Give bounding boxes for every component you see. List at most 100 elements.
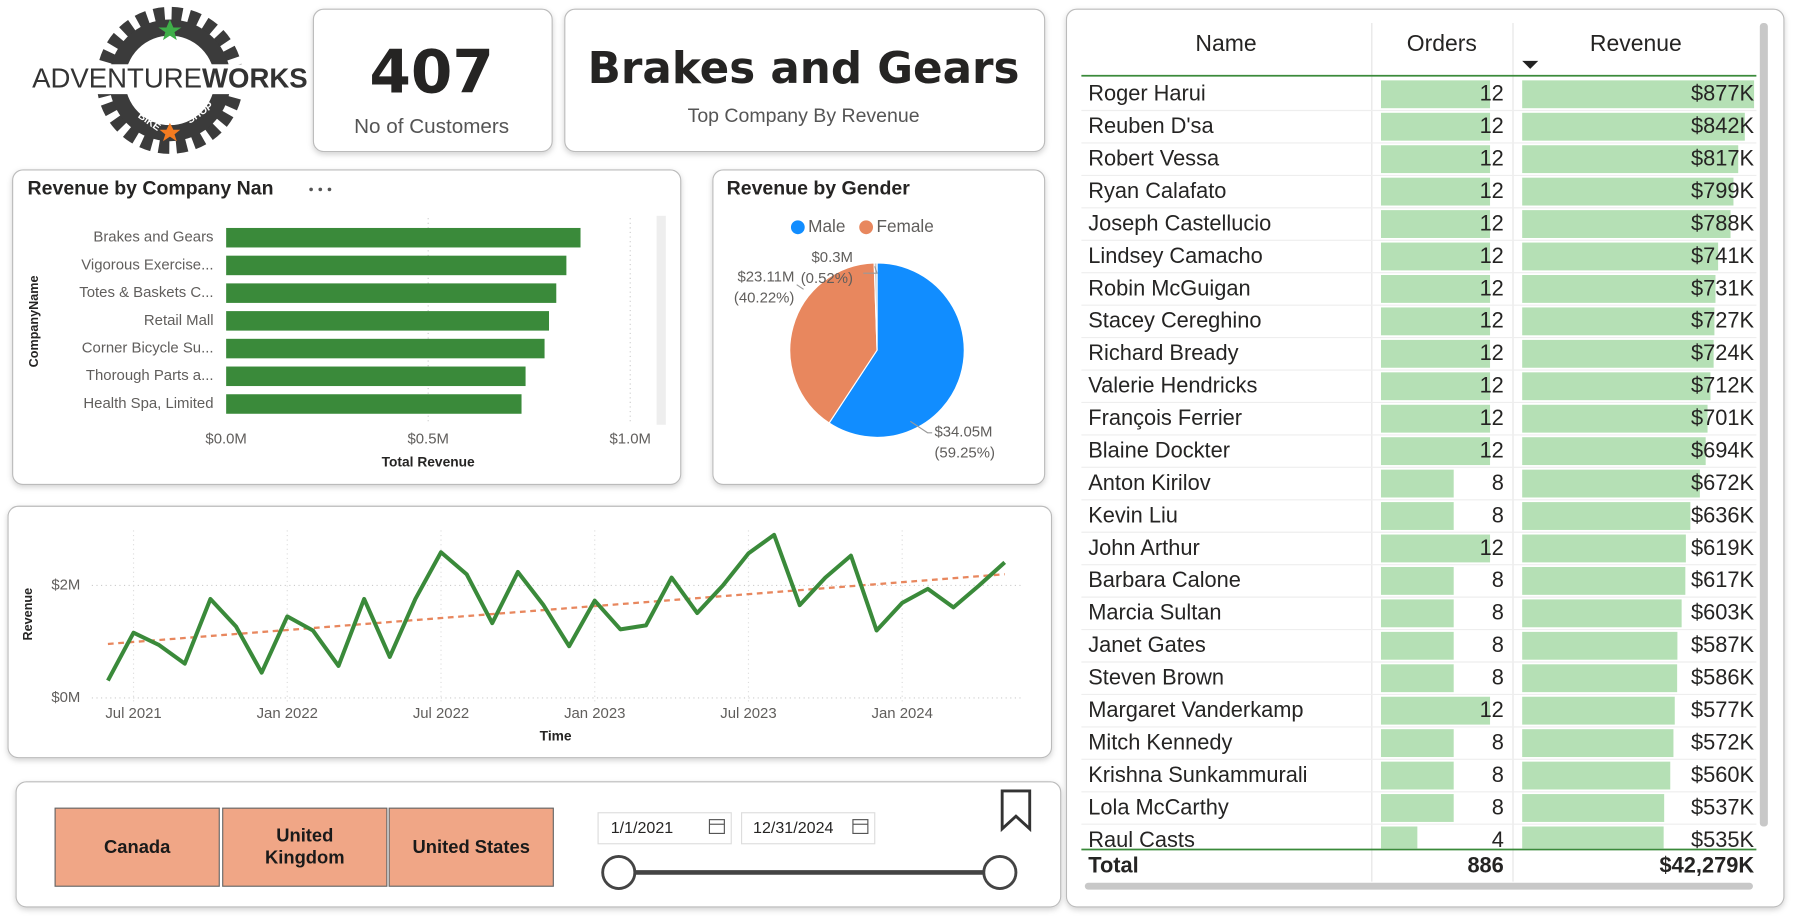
cell-revenue: $586K (1691, 665, 1754, 690)
cell-orders: 12 (1480, 178, 1504, 203)
cell-revenue: $817K (1691, 146, 1754, 171)
cell-orders: 8 (1492, 729, 1504, 754)
scrollbar[interactable] (1759, 22, 1768, 827)
data-bar (1522, 242, 1719, 271)
chart-title: Revenue by Gender (727, 178, 911, 200)
cell-revenue: $572K (1691, 729, 1754, 754)
y-tick-label: Thorough Parts a... (86, 367, 214, 384)
cell-revenue: $727K (1691, 308, 1754, 333)
total-label: Total (1088, 852, 1138, 877)
y-tick-label: $0M (51, 689, 80, 706)
cell-name: Lola McCarthy (1088, 794, 1229, 819)
button-text[interactable]: United States (412, 837, 530, 857)
button-text[interactable]: Canada (103, 837, 171, 857)
y-tick-label: Corner Bicycle Su... (82, 340, 214, 357)
data-bar (1380, 826, 1418, 849)
table-body: Roger Harui 12 $877K Reuben D'sa 12 $842K Robe… (1081, 80, 1757, 849)
slider-handle[interactable] (601, 854, 637, 890)
cell-name: Barbara Calone (1088, 567, 1241, 592)
column-header[interactable]: Revenue (1590, 30, 1682, 56)
cell-orders: 12 (1480, 275, 1504, 300)
button-text[interactable]: United Kingdom (264, 826, 345, 868)
data-bar (1522, 696, 1675, 725)
scrollbar[interactable] (656, 215, 666, 425)
x-tick-label: Jan 2024 (872, 705, 933, 722)
cell-orders: 12 (1480, 340, 1504, 365)
legend-label: Male (808, 216, 845, 236)
cell-orders: 12 (1480, 243, 1504, 268)
sort-indicator[interactable] (1522, 60, 1539, 69)
cell-name: Steven Brown (1088, 665, 1224, 690)
slider-handle[interactable] (982, 854, 1018, 890)
cell-orders: 12 (1480, 697, 1504, 722)
cell-name: Robin McGuigan (1088, 275, 1250, 300)
data-bar (1522, 599, 1682, 628)
cell-orders: 8 (1492, 470, 1504, 495)
logo: ADVENTUREWORKS BIKE SHOP (32, 6, 308, 154)
pie-slice (828, 262, 965, 438)
star (159, 122, 181, 142)
data-bar (1522, 826, 1664, 849)
data-bar (1522, 534, 1686, 563)
card-panel (564, 8, 1046, 153)
column-header[interactable]: Orders (1407, 30, 1477, 56)
y-axis-title: Revenue (21, 588, 35, 641)
slicer-button[interactable] (388, 807, 554, 887)
x-tick-label: Jan 2023 (564, 705, 625, 722)
cell-revenue: $842K (1691, 113, 1754, 138)
calendar-icon[interactable] (708, 819, 725, 834)
bar (226, 366, 526, 387)
cell-revenue: $799K (1691, 178, 1754, 203)
card-panel (312, 8, 553, 153)
cell-orders: 12 (1480, 308, 1504, 333)
slicer-button-label: United States (412, 837, 530, 857)
data-bar (1380, 534, 1491, 563)
slicer-button-label: Canada (103, 837, 171, 857)
star (158, 19, 182, 41)
data-bar (1380, 761, 1454, 790)
data-label: $34.05M (934, 424, 992, 441)
data-bar (1522, 112, 1745, 141)
cell-orders: 8 (1492, 632, 1504, 657)
column-header[interactable]: Name (1195, 30, 1256, 56)
line-series (106, 532, 1007, 682)
data-label: (40.22%) (734, 289, 795, 306)
slicer-button[interactable] (54, 807, 220, 887)
data-bar (1380, 275, 1491, 303)
cell-revenue: $788K (1691, 210, 1754, 235)
cell-orders: 8 (1492, 794, 1504, 819)
bookmark-icon[interactable] (1000, 789, 1032, 833)
scrollbar[interactable] (1084, 882, 1753, 890)
cell-revenue: $617K (1691, 567, 1754, 592)
line-panel (7, 505, 1053, 759)
logo-bold: WORKS (202, 63, 308, 94)
logo-light: ADVENTURE (32, 63, 202, 94)
cell-orders: 12 (1480, 146, 1504, 171)
cell-name: Stacey Cereghino (1088, 308, 1261, 333)
data-bar (1522, 372, 1711, 401)
cell-name: Reuben D'sa (1088, 113, 1214, 138)
data-bar (1522, 177, 1734, 206)
y-tick-label: Brakes and Gears (93, 229, 213, 246)
cell-revenue: $619K (1691, 535, 1754, 560)
pie-slice (789, 262, 878, 424)
data-bar (1522, 566, 1686, 595)
cell-name: Joseph Castellucio (1088, 210, 1271, 235)
leader-line (796, 284, 804, 290)
data-bar (1380, 372, 1491, 401)
x-tick-label: Jul 2021 (105, 705, 161, 722)
legend-marker (790, 220, 805, 235)
data-bar (1380, 80, 1491, 109)
data-bar (1380, 177, 1491, 206)
leader-line (863, 266, 878, 274)
more-options[interactable] (309, 187, 332, 192)
data-bar (1522, 794, 1665, 822)
data-bar (1380, 502, 1454, 530)
cell-name: François Ferrier (1088, 405, 1242, 430)
y-tick-label: Vigorous Exercise... (81, 256, 213, 273)
slicer-button[interactable] (222, 807, 388, 887)
cell-orders: 8 (1492, 665, 1504, 690)
cell-orders: 12 (1480, 210, 1504, 235)
calendar-icon[interactable] (852, 819, 869, 834)
